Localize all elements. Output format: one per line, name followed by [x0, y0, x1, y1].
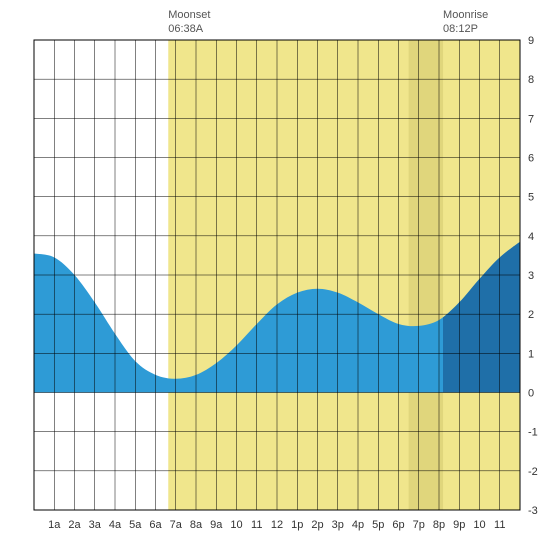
x-tick-label: 7p — [413, 519, 425, 531]
x-tick-label: 2p — [311, 519, 323, 531]
y-tick-label: 0 — [528, 388, 534, 400]
x-tick-label: 9p — [453, 519, 465, 531]
y-tick-label: 1 — [528, 348, 534, 360]
x-tick-label: 9a — [210, 519, 223, 531]
tide-chart: 1a2a3a4a5a6a7a8a9a1011121p2p3p4p5p6p7p8p… — [0, 0, 550, 550]
y-tick-label: -1 — [528, 427, 538, 439]
x-tick-label: 5p — [372, 519, 384, 531]
y-tick-label: 7 — [528, 113, 534, 125]
x-tick-label: 2a — [68, 519, 81, 531]
x-tick-label: 11 — [494, 519, 505, 531]
annotation-moonrise: Moonrise08:12P — [443, 8, 488, 37]
x-tick-label: 4p — [352, 519, 364, 531]
chart-svg: 1a2a3a4a5a6a7a8a9a1011121p2p3p4p5p6p7p8p… — [0, 0, 550, 550]
y-tick-label: 3 — [528, 270, 534, 282]
annotation-moonset: Moonset06:38A — [168, 8, 210, 37]
x-tick-label: 10 — [473, 519, 485, 531]
y-tick-label: 8 — [528, 74, 534, 86]
x-tick-label: 1p — [291, 519, 303, 531]
x-tick-label: 5a — [129, 519, 142, 531]
y-tick-label: 2 — [528, 309, 534, 321]
x-tick-label: 12 — [271, 519, 283, 531]
x-tick-label: 1a — [48, 519, 61, 531]
x-tick-label: 6p — [392, 519, 404, 531]
x-tick-label: 3a — [89, 519, 102, 531]
y-tick-label: -3 — [528, 505, 538, 517]
annotation-time: 06:38A — [168, 22, 210, 36]
x-tick-label: 4a — [109, 519, 122, 531]
x-tick-label: 8p — [433, 519, 445, 531]
y-tick-label: 6 — [528, 153, 534, 165]
annotation-title: Moonrise — [443, 8, 488, 22]
y-tick-label: -2 — [528, 466, 538, 478]
x-tick-label: 8a — [190, 519, 203, 531]
annotation-time: 08:12P — [443, 22, 488, 36]
y-tick-label: 5 — [528, 192, 534, 204]
x-tick-label: 10 — [230, 519, 242, 531]
x-tick-label: 11 — [251, 519, 262, 531]
x-tick-label: 6a — [149, 519, 162, 531]
x-tick-label: 3p — [332, 519, 344, 531]
y-tick-label: 4 — [528, 231, 534, 243]
annotation-title: Moonset — [168, 8, 210, 22]
x-tick-label: 7a — [170, 519, 183, 531]
y-tick-label: 9 — [528, 35, 534, 47]
